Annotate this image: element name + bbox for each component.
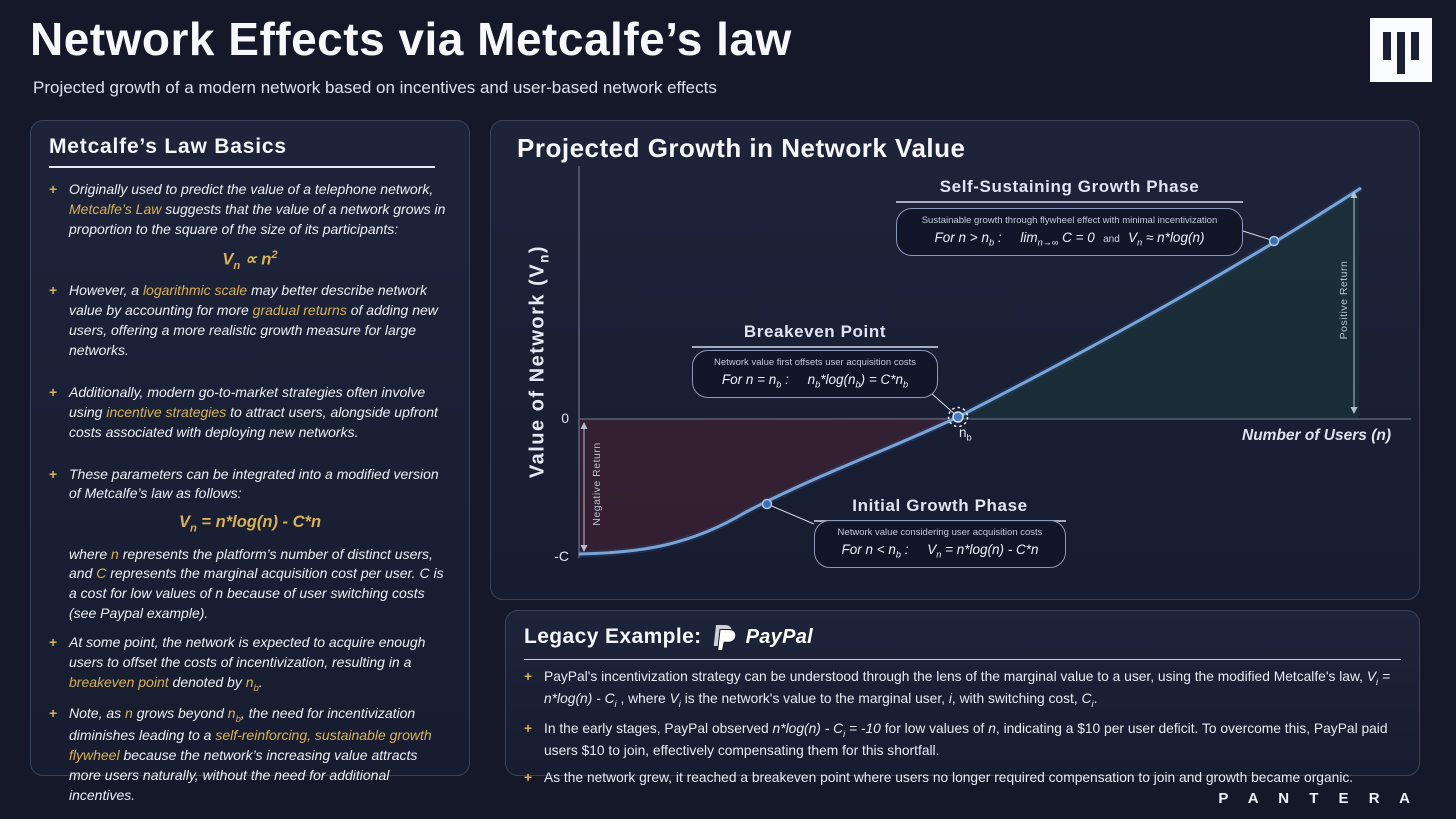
arrowhead	[1350, 407, 1358, 414]
arrowhead	[580, 545, 588, 552]
bullet-text: These parameters can be integrated into …	[69, 465, 439, 502]
page-title: Network Effects via Metcalfe’s law	[30, 13, 792, 65]
legacy-header: Legacy Example: PayPal	[524, 623, 1401, 660]
bullet-item: + Note, as n grows beyond nb, the need fo…	[49, 704, 451, 806]
formula: Vn ∝ n2	[222, 248, 278, 272]
legacy-bullet-text: PayPal's incentivization strategy can be…	[544, 669, 1391, 710]
initial-growth-box: Network value considering user acquisiti…	[814, 520, 1066, 568]
breakeven-marker-ring	[947, 406, 969, 428]
legacy-bullet-item: + PayPal's incentivization strategy can b…	[524, 667, 1401, 712]
y-axis-label: Value of Network (Vn)	[526, 244, 552, 479]
bullet-item: + These parameters can be integrated into…	[49, 465, 451, 505]
bullet-text: Note, as n grows beyond nb, the need for…	[69, 705, 432, 804]
bullet-item: + However, a logarithmic scale may better…	[49, 281, 451, 361]
plus-marker-icon: +	[49, 465, 58, 482]
bullet-text: Originally used to predict the value of …	[69, 181, 446, 237]
negative-return-label: Negative Return	[591, 442, 603, 526]
breakeven-note: Network value first offsets user acquisi…	[713, 357, 917, 368]
plus-marker-icon: +	[49, 383, 58, 400]
breakeven-marker	[952, 411, 964, 423]
paragraph: where n represents the platform’s number…	[69, 545, 444, 622]
initial-growth-formula: For n < nb : Vn = n*log(n) - C*n	[841, 542, 1039, 560]
leader-self	[1242, 230, 1275, 242]
arrowhead	[1350, 191, 1358, 198]
legacy-title: Legacy Example:	[524, 625, 702, 648]
logo-bar	[1383, 32, 1391, 60]
metcalfe-basics-panel: Metcalfe’s Law Basics + Originally used t…	[30, 120, 470, 803]
pantera-logo-icon	[1370, 18, 1432, 82]
bullet-item: + At some point, the network is expected …	[49, 633, 451, 695]
self-sustaining-formula: For n > nb : limn→∞ C = 0 and Vn ≈ n*log…	[934, 230, 1205, 248]
legacy-content: + PayPal's incentivization strategy can b…	[524, 667, 1401, 788]
initial-growth-heading: Initial Growth Phase	[814, 496, 1066, 522]
spacer	[49, 370, 451, 383]
chart-panel: Projected Growth in Network Value Value …	[490, 120, 1420, 600]
self-sustaining-note: Sustainable growth through flywheel effe…	[921, 215, 1218, 226]
plus-marker-icon: +	[49, 705, 58, 722]
plus-marker-icon: +	[524, 770, 533, 786]
page-subtitle: Projected growth of a modern network bas…	[33, 78, 717, 97]
breakeven-box: Network value first offsets user acquisi…	[692, 350, 938, 398]
metcalfe-basics-title: Metcalfe’s Law Basics	[49, 135, 435, 168]
plus-marker-icon: +	[524, 669, 533, 684]
x-axis-label: Number of Users (n)	[1242, 427, 1391, 444]
logo-bar	[1411, 32, 1419, 60]
tick-zero: 0	[561, 410, 569, 426]
initial-growth-note: Network value considering user acquisiti…	[837, 527, 1043, 538]
paypal-wordmark: PayPal	[745, 625, 813, 648]
network-value-curve	[578, 186, 1362, 556]
leader-breakeven	[930, 392, 959, 418]
self-sustaining-box: Sustainable growth through flywheel effe…	[896, 208, 1243, 256]
bullet-text: At some point, the network is expected t…	[69, 634, 426, 694]
legacy-bullet-text: As the network grew, it reached a breake…	[544, 770, 1354, 786]
plus-marker-icon: +	[49, 282, 58, 299]
legacy-bullet-item: + In the early stages, PayPal observed n*…	[524, 719, 1401, 761]
network-value-chart	[578, 166, 1411, 558]
self-sustaining-marker	[1268, 235, 1280, 247]
logo-bar	[1397, 32, 1405, 74]
positive-return-label: Positive Return	[1338, 260, 1350, 340]
positive-return-area	[958, 188, 1359, 418]
legacy-example-panel: Legacy Example: PayPal + PayPal's incenti…	[505, 610, 1420, 785]
bullet-item: + Originally used to predict the value of…	[49, 180, 451, 240]
plus-marker-icon: +	[49, 634, 58, 651]
spacer	[49, 452, 451, 465]
bullet-text: Additionally, modern go-to-market strate…	[69, 383, 438, 440]
breakeven-formula: For n = nb : nb*log(nb) = C*nb	[721, 372, 909, 390]
leader-initial	[766, 503, 815, 525]
metcalfe-basics-content: + Originally used to predict the value of…	[49, 180, 451, 806]
paypal-icon	[713, 625, 736, 651]
initial-growth-marker	[761, 498, 773, 510]
negative-return-area	[579, 417, 958, 554]
chart-title: Projected Growth in Network Value	[517, 133, 966, 163]
breakeven-heading: Breakeven Point	[692, 322, 938, 348]
self-sustaining-heading: Self-Sustaining Growth Phase	[896, 177, 1243, 203]
arrowhead	[580, 422, 588, 429]
legacy-bullet-item: + As the network grew, it reached a break…	[524, 768, 1401, 788]
breakeven-x-label: nb	[959, 425, 972, 443]
pantera-footer-wordmark: P A N T E R A	[1218, 790, 1418, 807]
plus-marker-icon: +	[49, 181, 58, 197]
formula: Vn = n*log(n) - C*n	[178, 513, 322, 535]
legacy-bullet-text: In the early stages, PayPal observed n*l…	[544, 720, 1388, 759]
plus-marker-icon: +	[524, 720, 533, 736]
tick-negative-c: -C	[554, 548, 569, 564]
bullet-text: However, a logarithmic scale may better …	[69, 282, 438, 359]
bullet-item: + Additionally, modern go-to-market strat…	[49, 383, 451, 443]
